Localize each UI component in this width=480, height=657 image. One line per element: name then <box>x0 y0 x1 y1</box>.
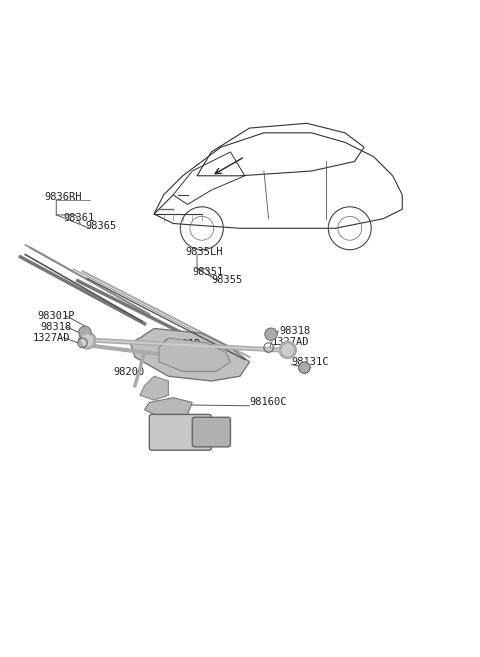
Circle shape <box>282 344 293 355</box>
Text: 98365: 98365 <box>85 221 116 231</box>
Text: 1327AD: 1327AD <box>33 332 70 342</box>
Polygon shape <box>144 397 192 417</box>
Circle shape <box>82 334 93 346</box>
Text: 98301P: 98301P <box>37 311 75 321</box>
Circle shape <box>79 332 96 349</box>
Circle shape <box>79 326 91 338</box>
Text: 9836RH: 9836RH <box>44 193 82 202</box>
FancyBboxPatch shape <box>149 415 211 450</box>
Circle shape <box>299 362 310 373</box>
Text: 98318: 98318 <box>279 326 311 336</box>
Text: 9835LH: 9835LH <box>185 247 223 257</box>
Text: 98355: 98355 <box>211 275 242 285</box>
Polygon shape <box>130 328 250 381</box>
Text: 98351: 98351 <box>192 267 224 277</box>
Text: 98318: 98318 <box>40 321 72 332</box>
Polygon shape <box>159 338 230 371</box>
Text: 98100: 98100 <box>166 439 197 449</box>
FancyBboxPatch shape <box>192 417 230 447</box>
Circle shape <box>279 342 296 359</box>
Polygon shape <box>140 376 168 400</box>
Text: 1327AD: 1327AD <box>272 337 310 347</box>
Circle shape <box>265 328 277 340</box>
Text: 98361: 98361 <box>63 213 95 223</box>
Text: 98131C: 98131C <box>291 357 329 367</box>
Text: 98160C: 98160C <box>250 397 287 407</box>
Text: 98200: 98200 <box>114 367 145 377</box>
Text: 98301D: 98301D <box>164 339 201 349</box>
